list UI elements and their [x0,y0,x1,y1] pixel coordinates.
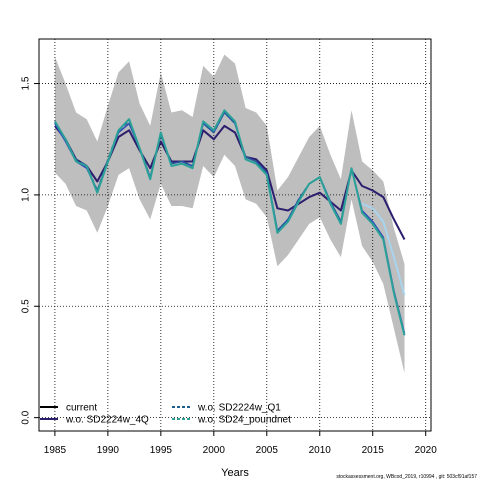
legend-label: w.o. SD2224w_4Q [65,415,149,426]
legend-label: current [66,403,97,414]
series-line-3 [54,109,406,336]
x-tick-label: 1990 [97,445,120,456]
footnote: stockassessment.org, WBcod_2019, r10994 … [336,474,477,480]
series-line-0 [54,124,406,240]
x-tick-label: 2005 [256,445,279,456]
legend-label: w.o. SD2224w_Q1 [197,403,281,414]
plot-frame [38,38,432,432]
confidence-band-layer [54,54,405,374]
y-tick-label: 1.5 [21,76,32,90]
y-tick-label: 0.5 [21,299,32,313]
y-axis: 0.0 0.5 1.0 1.5 [21,76,39,425]
series-line-4 [361,202,406,296]
grid-layer [39,39,431,431]
x-tick-label: 2020 [415,445,438,456]
confidence-band [54,54,405,374]
x-axis: 1985 1990 1995 2000 2005 2010 2015 2020 [44,431,437,456]
x-tick-label: 2015 [362,445,385,456]
x-tick-label: 2000 [203,445,226,456]
x-tick-label: 2010 [309,445,332,456]
series-layer [54,109,406,336]
x-axis-title: Years [221,467,249,479]
x-tick-label: 1985 [44,445,67,456]
y-tick-label: 0.0 [21,410,32,424]
legend-label: w.o. SD24_poundnet [197,415,291,426]
x-tick-label: 1995 [150,445,173,456]
y-tick-label: 1.0 [21,188,32,202]
